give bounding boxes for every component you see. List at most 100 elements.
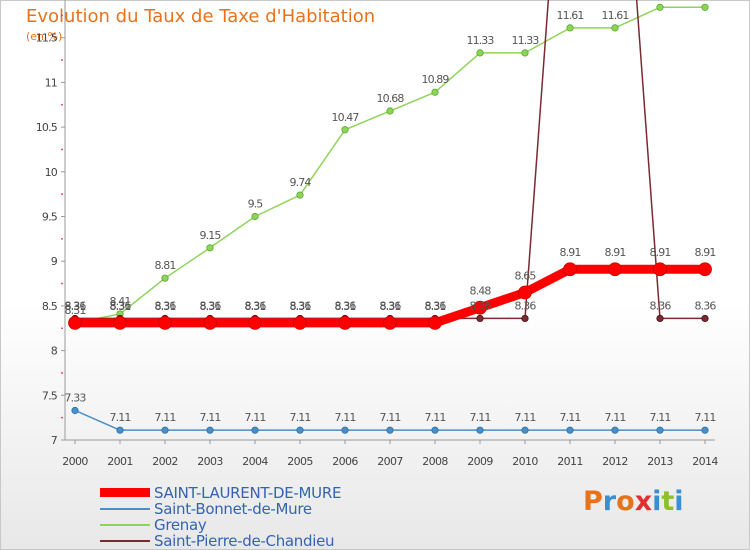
data-label-grenay: 11.61 (557, 9, 584, 22)
data-label-saint-laurent-de-mure: 8.31 (335, 300, 356, 313)
data-point-grenay (701, 3, 709, 11)
x-tick-label: 2009 (467, 455, 493, 468)
legend-swatch-saint-bonnet-de-mure (100, 508, 150, 510)
data-point-saint-laurent-de-mure (428, 315, 442, 330)
data-point-saint-bonnet-de-mure (701, 426, 709, 434)
logo-letter: P (583, 486, 603, 517)
y-tick-label: 8 (51, 345, 58, 358)
data-label-saint-bonnet-de-mure: 7.11 (200, 411, 221, 424)
data-label-saint-pierre-de-chandieu: 8.36 (380, 299, 402, 312)
data-label-saint-bonnet-de-mure: 7.11 (290, 411, 311, 424)
y-tick-label: 11 (45, 76, 57, 89)
data-point-grenay (341, 126, 349, 134)
y-tick-label: 8.5 (42, 300, 58, 313)
data-label-saint-bonnet-de-mure: 7.11 (695, 411, 716, 424)
data-point-saint-bonnet-de-mure (566, 426, 574, 434)
series-line-grenay (74, 6, 705, 324)
y-minor-tick (61, 103, 63, 106)
data-label-saint-laurent-de-mure: 8.48 (470, 285, 492, 298)
data-label-saint-bonnet-de-mure: 7.11 (380, 411, 401, 424)
data-label-saint-pierre-de-chandieu: 8.36 (65, 299, 87, 312)
data-point-saint-bonnet-de-mure (71, 406, 79, 415)
y-tick-label: 11.5 (36, 32, 58, 45)
data-point-grenay (386, 107, 394, 115)
legend-label-saint-pierre-de-chandieu: Saint-Pierre-de-Chandieu (154, 532, 335, 550)
x-tick-label: 2011 (557, 455, 583, 468)
y-minor-tick (61, 416, 63, 419)
logo-letter: x (634, 486, 653, 517)
data-label-saint-bonnet-de-mure: 7.11 (605, 411, 626, 424)
data-label-saint-laurent-de-mure: 8.91 (605, 246, 626, 259)
data-label-saint-pierre-de-chandieu: 8.36 (335, 299, 357, 312)
data-point-grenay (476, 49, 484, 57)
data-point-saint-laurent-de-mure (68, 315, 82, 330)
data-point-grenay (611, 24, 619, 32)
data-point-saint-bonnet-de-mure (386, 426, 394, 434)
data-point-grenay (296, 191, 304, 199)
x-tick-label: 2013 (647, 455, 673, 468)
data-point-saint-laurent-de-mure (518, 285, 532, 300)
data-point-saint-bonnet-de-mure (161, 426, 169, 434)
data-label-saint-pierre-de-chandieu: 8.36 (200, 299, 222, 312)
data-label-grenay: 8.41 (110, 295, 131, 308)
data-label-saint-pierre-de-chandieu: 8.36 (155, 299, 177, 312)
data-point-grenay (566, 24, 574, 32)
data-label-saint-pierre-de-chandieu: 8.36 (470, 299, 492, 312)
data-point-saint-bonnet-de-mure (431, 426, 439, 434)
y-minor-tick (61, 59, 63, 61)
data-label-saint-laurent-de-mure: 8.31 (425, 300, 446, 313)
x-tick-label: 2014 (692, 455, 718, 468)
data-label-saint-laurent-de-mure: 8.31 (245, 300, 266, 313)
y-tick-label: 7 (51, 434, 58, 447)
data-label-grenay: 10.89 (422, 73, 450, 86)
data-point-saint-pierre-de-chandieu (701, 314, 709, 323)
data-label-saint-pierre-de-chandieu: 8.36 (425, 299, 447, 312)
logo-letter: t (661, 486, 675, 517)
data-label-saint-laurent-de-mure: 8.91 (695, 246, 716, 259)
data-point-saint-laurent-de-mure (473, 300, 487, 315)
data-point-grenay (206, 244, 214, 252)
data-label-saint-laurent-de-mure: 8.31 (110, 300, 131, 313)
logo-letter: r (602, 486, 617, 517)
data-label-saint-bonnet-de-mure: 7.11 (155, 411, 176, 424)
data-point-saint-laurent-de-mure (203, 315, 217, 330)
legend-swatch-saint-pierre-de-chandieu (100, 540, 150, 542)
data-label-saint-pierre-de-chandieu: 8.36 (650, 299, 672, 312)
data-label-saint-bonnet-de-mure: 7.11 (470, 411, 491, 424)
x-tick-label: 2001 (107, 455, 133, 468)
data-label-saint-laurent-de-mure: 8.91 (650, 246, 671, 259)
y-minor-tick (61, 327, 63, 330)
data-point-saint-laurent-de-mure (113, 315, 127, 330)
y-tick-label: 9 (51, 255, 58, 268)
data-point-saint-laurent-de-mure (383, 315, 397, 330)
data-label-saint-pierre-de-chandieu: 8.36 (245, 299, 267, 312)
legend-label-grenay: Grenay (154, 516, 207, 534)
data-point-saint-laurent-de-mure (248, 315, 262, 330)
data-label-saint-bonnet-de-mure: 7.11 (425, 411, 446, 424)
data-point-saint-bonnet-de-mure (206, 426, 214, 434)
data-label-grenay: 11.84 (692, 0, 720, 1)
data-point-saint-bonnet-de-mure (296, 426, 304, 434)
data-point-saint-laurent-de-mure (563, 262, 577, 277)
x-tick-label: 2006 (332, 455, 358, 468)
data-label-grenay: 9.74 (290, 176, 312, 189)
data-point-saint-bonnet-de-mure (116, 426, 124, 434)
y-tick-label: 9.5 (42, 211, 58, 224)
legend-swatch-grenay (100, 524, 150, 526)
proxiti-logo: Proxiti (583, 486, 684, 517)
data-label-grenay: 8.31 (65, 304, 86, 317)
logo-letter: i (674, 486, 684, 517)
data-label-saint-laurent-de-mure: 8.31 (380, 300, 401, 313)
y-tick-label: 10.5 (36, 121, 58, 134)
x-tick-label: 2005 (287, 455, 313, 468)
data-point-saint-pierre-de-chandieu (656, 314, 664, 323)
chart-subtitle: (en %) (26, 30, 63, 43)
data-label-saint-bonnet-de-mure: 7.11 (650, 411, 671, 424)
data-point-saint-bonnet-de-mure (656, 426, 664, 434)
data-label-saint-bonnet-de-mure: 7.11 (110, 411, 131, 424)
data-label-grenay: 9.15 (200, 229, 222, 242)
data-point-saint-pierre-de-chandieu (476, 314, 484, 323)
data-label-saint-bonnet-de-mure: 7.33 (65, 391, 87, 404)
